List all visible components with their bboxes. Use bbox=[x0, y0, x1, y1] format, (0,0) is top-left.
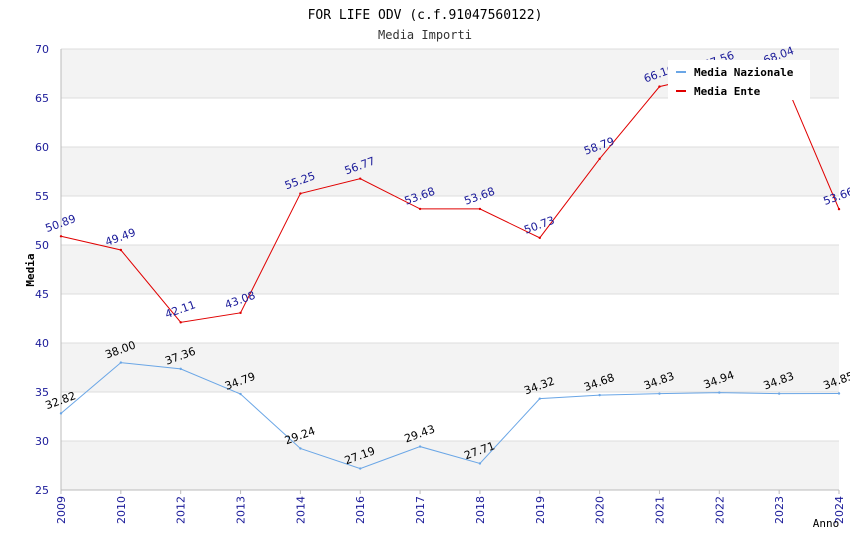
point-media-ente-2018 bbox=[478, 207, 482, 211]
point-media-nazionale-2018 bbox=[478, 462, 482, 465]
legend-label-media-ente: Media Ente bbox=[694, 85, 761, 98]
x-tick-2022: 2022 bbox=[713, 496, 726, 524]
gridlines bbox=[61, 48, 839, 491]
x-tick-2016: 2016 bbox=[354, 496, 367, 524]
point-media-nazionale-2016 bbox=[359, 467, 362, 470]
x-tick-2020: 2020 bbox=[594, 496, 607, 524]
y-tick-70: 70 bbox=[35, 43, 49, 56]
x-tick-labels: 2009 2010 2012 2013 2014 2016 2017 2018 2019 2020… bbox=[55, 496, 846, 524]
y-axis-label: Media bbox=[24, 253, 37, 286]
series-line-media-nazionale bbox=[60, 362, 840, 470]
axes bbox=[60, 49, 840, 494]
x-tick-2017: 2017 bbox=[414, 496, 427, 524]
x-tick-2018: 2018 bbox=[474, 496, 487, 524]
point-media-nazionale-2013 bbox=[239, 392, 242, 396]
x-tick-2010: 2010 bbox=[115, 496, 128, 524]
point-media-nazionale-2017 bbox=[418, 445, 422, 448]
x-tick-2013: 2013 bbox=[235, 496, 248, 524]
point-media-ente-2021 bbox=[658, 85, 661, 88]
x-tick-2014: 2014 bbox=[294, 496, 307, 524]
y-tick-30: 30 bbox=[35, 435, 49, 448]
x-tick-2009: 2009 bbox=[55, 496, 68, 524]
x-tick-2021: 2021 bbox=[653, 496, 666, 524]
point-media-nazionale-2023 bbox=[777, 392, 781, 395]
y-tick-40: 40 bbox=[35, 337, 49, 350]
band-35 bbox=[61, 343, 839, 392]
y-tick-labels: 25 30 35 40 45 50 55 60 65 70 bbox=[35, 43, 49, 497]
point-media-ente-2014 bbox=[299, 192, 302, 195]
point-media-nazionale-2009 bbox=[59, 412, 63, 415]
point-media-nazionale-2021 bbox=[658, 392, 661, 395]
x-tick-2023: 2023 bbox=[773, 496, 786, 524]
x-tick-2024: 2024 bbox=[833, 496, 846, 524]
y-tick-65: 65 bbox=[35, 92, 49, 105]
point-media-nazionale-2022 bbox=[718, 391, 721, 394]
data-label-media-ente-2019: 50.73 bbox=[522, 214, 556, 237]
background-bands bbox=[61, 49, 839, 490]
point-media-nazionale-2024 bbox=[837, 392, 841, 395]
point-media-nazionale-2012 bbox=[179, 367, 182, 371]
y-tick-45: 45 bbox=[35, 288, 49, 301]
chart-subtitle: Media Importi bbox=[378, 28, 472, 42]
x-tick-2019: 2019 bbox=[534, 496, 547, 524]
point-media-ente-2010 bbox=[119, 248, 123, 252]
y-tick-35: 35 bbox=[35, 386, 49, 399]
point-media-ente-2019 bbox=[538, 236, 541, 240]
y-tick-60: 60 bbox=[35, 141, 49, 154]
point-media-ente-2009 bbox=[59, 235, 63, 238]
point-media-nazionale-2010 bbox=[119, 361, 123, 364]
band-45 bbox=[61, 245, 839, 294]
x-axis-label: Anno bbox=[813, 517, 840, 530]
point-media-ente-2013 bbox=[239, 311, 242, 315]
legend: Media Nazionale Media Ente bbox=[668, 60, 810, 100]
legend-box bbox=[668, 60, 810, 100]
point-media-ente-2020 bbox=[598, 157, 601, 161]
point-media-nazionale-2020 bbox=[598, 393, 601, 397]
band-25 bbox=[61, 441, 839, 490]
y-tick-55: 55 bbox=[35, 190, 49, 203]
chart-title: FOR LIFE ODV (c.f.91047560122) bbox=[308, 8, 543, 23]
point-media-ente-2024 bbox=[837, 207, 841, 211]
point-media-nazionale-2019 bbox=[538, 397, 541, 400]
point-media-ente-2017 bbox=[418, 207, 422, 211]
data-label-media-ente-2012: 42.11 bbox=[163, 298, 197, 321]
legend-label-media-nazionale: Media Nazionale bbox=[694, 66, 794, 79]
point-media-ente-2012 bbox=[179, 321, 182, 324]
x-tick-2012: 2012 bbox=[175, 496, 188, 524]
point-media-ente-2016 bbox=[359, 177, 362, 180]
y-tick-25: 25 bbox=[35, 484, 49, 497]
point-media-nazionale-2014 bbox=[299, 447, 302, 450]
y-tick-50: 50 bbox=[35, 239, 49, 252]
band-55 bbox=[61, 147, 839, 196]
